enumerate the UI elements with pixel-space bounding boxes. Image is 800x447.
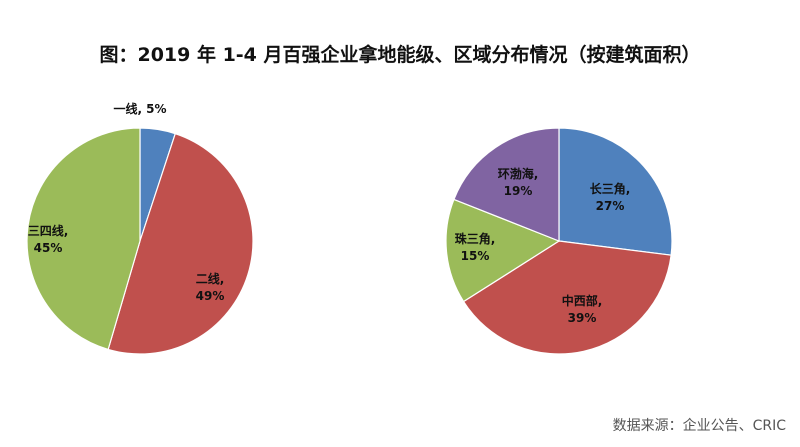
pie-slice-长三角 [558,127,673,256]
slice-value-珠三角: 15% [461,249,490,263]
pie-slice-环渤海 [453,127,560,242]
pie-slice-珠三角 [445,198,561,303]
slice-label-三四线: 三四线, [28,223,69,238]
slice-label-珠三角: 珠三角, [455,231,496,246]
slice-value-三四线: 45% [34,241,63,255]
data-source: 数据来源：企业公告、CRIC [612,418,786,434]
slice-value-环渤海: 19% [504,184,533,198]
slice-label-一线: 一线, 5% [113,101,166,116]
slice-label-环渤海: 环渤海, [498,166,539,181]
pie-chart-region: 长三角, 27% 中西部, 39% 珠三角, 15% 环渤海, 19% [445,127,673,355]
slice-value-长三角: 27% [596,199,625,213]
slice-label-长三角: 长三角, [590,181,631,196]
pie-slice-二线 [107,132,254,355]
slice-value-中西部: 39% [568,311,597,325]
slice-label-中西部: 中西部, [562,293,603,308]
pie-chart-city-tier: 一线, 5% 二线, 49% 三四线, 45% [26,101,254,355]
pie-slice-三四线 [26,127,141,351]
slice-value-二线: 49% [196,289,225,303]
slice-label-二线: 二线, [196,271,225,286]
chart-title: 图：2019 年 1-4 月百强企业拿地能级、区域分布情况（按建筑面积） [99,44,701,66]
